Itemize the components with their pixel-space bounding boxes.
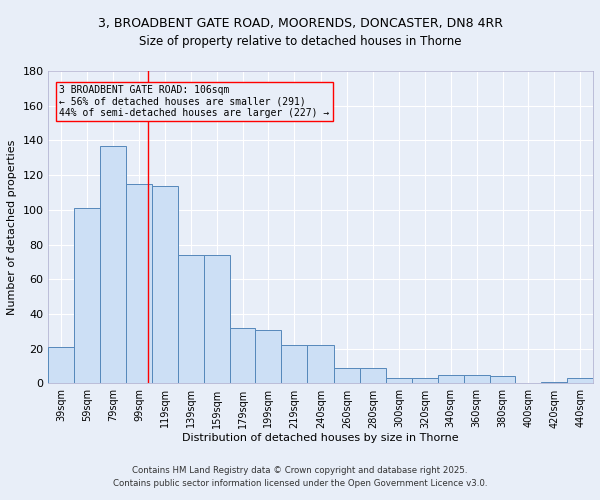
Bar bbox=[541, 382, 567, 384]
X-axis label: Distribution of detached houses by size in Thorne: Distribution of detached houses by size … bbox=[182, 433, 459, 443]
Bar bbox=[178, 255, 204, 384]
Bar bbox=[281, 345, 307, 384]
Bar bbox=[256, 330, 281, 384]
Bar bbox=[412, 378, 438, 384]
Text: Contains HM Land Registry data © Crown copyright and database right 2025.
Contai: Contains HM Land Registry data © Crown c… bbox=[113, 466, 487, 487]
Bar bbox=[307, 345, 334, 384]
Bar bbox=[360, 368, 386, 384]
Bar bbox=[567, 378, 593, 384]
Bar bbox=[386, 378, 412, 384]
Text: 3 BROADBENT GATE ROAD: 106sqm
← 56% of detached houses are smaller (291)
44% of : 3 BROADBENT GATE ROAD: 106sqm ← 56% of d… bbox=[59, 85, 329, 118]
Bar bbox=[49, 347, 74, 384]
Text: 3, BROADBENT GATE ROAD, MOORENDS, DONCASTER, DN8 4RR: 3, BROADBENT GATE ROAD, MOORENDS, DONCAS… bbox=[97, 18, 503, 30]
Bar bbox=[204, 255, 230, 384]
Bar bbox=[464, 374, 490, 384]
Bar bbox=[438, 374, 464, 384]
Bar bbox=[490, 376, 515, 384]
Bar bbox=[334, 368, 360, 384]
Bar bbox=[152, 186, 178, 384]
Bar bbox=[100, 146, 126, 384]
Text: Size of property relative to detached houses in Thorne: Size of property relative to detached ho… bbox=[139, 35, 461, 48]
Bar bbox=[74, 208, 100, 384]
Bar bbox=[126, 184, 152, 384]
Bar bbox=[230, 328, 256, 384]
Y-axis label: Number of detached properties: Number of detached properties bbox=[7, 140, 17, 315]
